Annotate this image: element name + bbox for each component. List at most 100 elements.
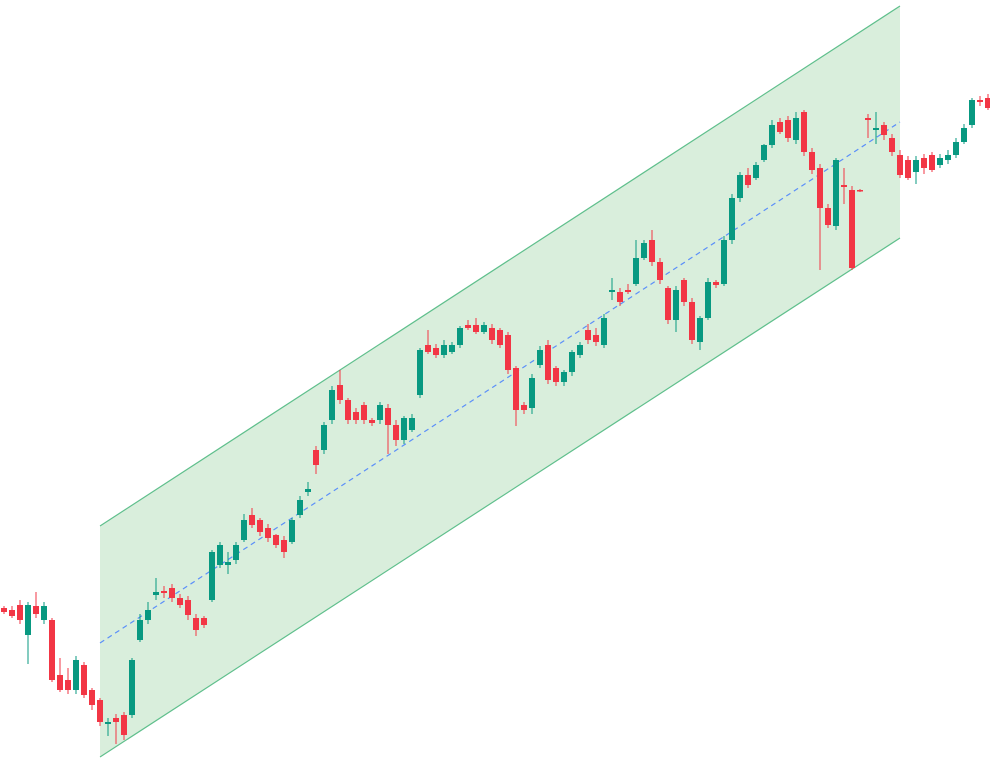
candle-body [817,168,823,208]
candle-body [625,290,631,292]
candle-body [113,718,119,722]
candle-body [73,660,79,690]
candle-body [201,618,207,625]
candle-body [377,405,383,420]
candle-body [665,288,671,320]
candle-body [633,258,639,284]
candle-body [441,345,447,355]
candle-body [961,128,967,142]
candle-body [369,420,375,423]
candle-body [745,175,751,185]
candle-body [697,318,703,342]
candle-body [401,418,407,440]
candle-body [737,175,743,198]
candle-body [609,290,615,292]
candle-body [521,405,527,410]
candle-body [577,345,583,355]
candle-body [777,122,783,132]
candle-body [753,165,759,178]
candle-body [673,290,679,320]
candle-body [553,368,559,382]
candle-body [17,605,23,620]
candle-body [433,348,439,355]
candle-body [929,155,935,170]
candle-body [569,352,575,372]
candle-body [849,190,855,268]
candle-body [281,540,287,552]
candle-body [921,158,927,168]
candle-body [449,345,455,352]
channel-fill [100,6,900,757]
candle-body [513,368,519,410]
candle-body [137,620,143,640]
candle-body [897,155,903,175]
candle-body [705,282,711,318]
candle-body [825,208,831,225]
candle-body [105,722,111,724]
candle-body [601,318,607,345]
candle-body [273,535,279,545]
candle-body [497,330,503,345]
candle-body [649,240,655,262]
candle-body [537,350,543,365]
candle-body [129,660,135,715]
candle-body [881,125,887,135]
candle-body [417,350,423,395]
candle-body [641,243,647,258]
candle-body [97,700,103,722]
candle-body [505,335,511,370]
candle-body [305,489,311,492]
candle-body [481,325,487,332]
candle-body [809,152,815,170]
candle-body [145,610,151,620]
candle-body [49,620,55,680]
candle-body [969,100,975,125]
candle-body [33,606,39,614]
candle-body [721,240,727,284]
candle-body [409,418,415,430]
candle-body [617,292,623,302]
candle-body [257,520,263,532]
candle-body [769,125,775,145]
candle-body [465,325,471,328]
candle-body [393,425,399,440]
candle-body [209,552,215,600]
candle-body [793,118,799,140]
candle-body [313,450,319,465]
candle-body [185,600,191,615]
candle-body [65,680,71,690]
candle-body [841,185,847,187]
candle-body [985,98,990,108]
candle-body [977,100,983,102]
candle-body [561,372,567,382]
candle-body [865,118,871,120]
candle-body [297,500,303,515]
candle-body [657,262,663,280]
candle-body [873,128,879,130]
candle-body [545,345,551,380]
candle-body [249,515,255,525]
candle-body [593,335,599,342]
candle-body [857,190,863,192]
candle-body [1,608,7,612]
candle-body [945,155,951,160]
candle-body [121,715,127,735]
channel-lower-line [99,237,901,758]
candle-body [761,145,767,160]
candle-body [953,142,959,155]
channel-upper-line [99,5,901,527]
candle-body [289,520,295,542]
candle-body [681,280,687,302]
candle-body [153,592,159,595]
candle-body [785,120,791,138]
candle-body [905,160,911,178]
candle-body [529,378,535,408]
candle-body [889,138,895,152]
candle-body [801,112,807,152]
candle-body [161,591,167,593]
candle-body [361,405,367,420]
candle-body [425,345,431,352]
candle-body [345,400,351,420]
candle-body [385,408,391,425]
candle-body [337,385,343,400]
